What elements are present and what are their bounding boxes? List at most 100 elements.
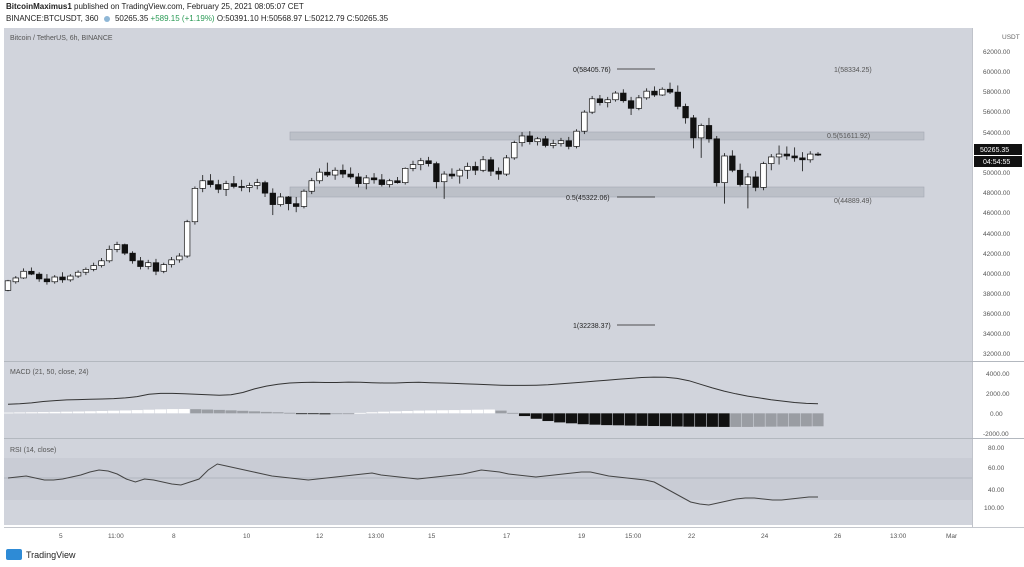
price-tick: 40000.00 (983, 271, 1010, 278)
macd-bar (342, 413, 355, 415)
macd-bar (319, 413, 331, 415)
candle-body (456, 169, 463, 177)
last-price-tag-text: 50265.35 (980, 147, 1009, 154)
macd-bar (237, 410, 249, 414)
candle (620, 89, 627, 103)
macd-pane[interactable] (4, 362, 972, 438)
candle (565, 136, 572, 150)
candle-body (542, 138, 549, 146)
candle (261, 180, 269, 197)
time-tick: 24 (761, 533, 769, 540)
candle-body (666, 88, 674, 93)
candle (90, 262, 97, 272)
price-axis: 62000.00 60000.00 58000.00 56000.00 5400… (983, 49, 1010, 358)
candle (791, 147, 798, 162)
candle-body (448, 173, 456, 177)
publish-header: BitcoinMaximus1 published on TradingView… (6, 2, 304, 11)
candle (113, 241, 121, 253)
candle-body (230, 183, 238, 187)
candle-body (12, 277, 19, 283)
candle-body (807, 153, 814, 161)
status-dot-icon (103, 15, 110, 22)
candle-body (744, 176, 752, 185)
candle (4, 279, 12, 292)
candle-body (464, 166, 471, 171)
candle-body (690, 117, 697, 139)
candle (51, 275, 58, 284)
candle-body (378, 179, 385, 185)
fib-right-0-label: 0(44889.49) (834, 198, 872, 205)
candle (550, 139, 557, 149)
publisher-name[interactable]: BitcoinMaximus1 (6, 2, 72, 11)
time-tick: 11:00 (108, 533, 124, 540)
time-tick: 19 (578, 533, 586, 540)
tradingview-logo-icon (6, 549, 22, 560)
price-tick: 34000.00 (983, 331, 1010, 338)
ohlc-open: O:50391.10 (216, 14, 259, 23)
macd-bar (84, 411, 96, 414)
candle (698, 123, 705, 158)
candle-body (752, 176, 759, 188)
macd-bar (483, 409, 495, 414)
candle (160, 262, 167, 274)
candle-series[interactable] (4, 82, 822, 292)
candle-body (269, 192, 276, 205)
macd-bar (96, 410, 108, 414)
candle (308, 177, 315, 195)
brand-name: TradingView (26, 549, 76, 560)
rsi-tick: 100.00 (984, 505, 1004, 512)
candle (36, 272, 43, 282)
tradingview-logo[interactable]: TradingView (6, 549, 76, 560)
price-change: +589.15 (+1.19%) (150, 14, 215, 23)
macd-bar (788, 413, 801, 427)
macd-bar (166, 409, 178, 414)
resistance-zone[interactable] (289, 131, 925, 141)
candle (729, 150, 736, 173)
macd-line (7, 376, 819, 405)
macd-bar (413, 410, 425, 414)
fib-right-1-label: 1(58334.25) (834, 67, 872, 74)
candle (736, 163, 744, 187)
macd-bar (741, 413, 754, 427)
ohlc-close: C:50265.35 (346, 14, 389, 23)
macd-bar (601, 413, 613, 426)
rsi-tick: 40.00 (988, 487, 1005, 494)
candle-body (534, 138, 541, 143)
candle (542, 135, 549, 148)
time-tick: 15:00 (625, 533, 642, 540)
macd-bar (671, 413, 683, 427)
candle-body (627, 100, 635, 109)
candle-body (137, 260, 144, 267)
macd-bar (401, 410, 413, 414)
candle-body (791, 155, 798, 159)
support-zone[interactable] (289, 186, 925, 198)
candle-body (129, 252, 136, 262)
time-tick: 12 (316, 533, 324, 540)
candle (417, 157, 424, 171)
candle (659, 87, 666, 96)
candle (355, 173, 362, 188)
candle-body (145, 262, 152, 267)
macd-bar (225, 410, 237, 414)
candle (518, 132, 526, 147)
candle (67, 274, 74, 282)
price-tick: 48000.00 (983, 190, 1010, 197)
fib-right-05-label: 0.5(51611.92) (827, 133, 870, 140)
candle (363, 175, 370, 190)
time-tick: 5 (59, 533, 63, 540)
candle-body (168, 259, 175, 265)
candle (215, 179, 222, 194)
candle (768, 154, 775, 171)
candle-body (215, 184, 222, 190)
candle-body (222, 183, 230, 190)
candle (721, 153, 728, 204)
candle-body (386, 180, 393, 185)
candle-body (635, 97, 643, 109)
price-tick: 62000.00 (983, 49, 1010, 56)
candle (43, 274, 51, 285)
candle (433, 161, 440, 189)
candle (137, 256, 144, 270)
macd-bar (284, 412, 296, 414)
candle (246, 182, 253, 193)
